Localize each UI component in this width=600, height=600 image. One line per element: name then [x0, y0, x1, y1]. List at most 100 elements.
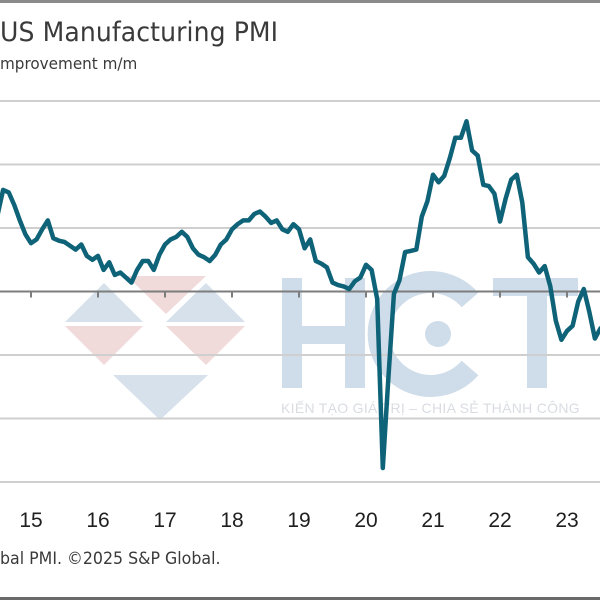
watermark-diamond-part [65, 283, 143, 322]
data-point [186, 235, 189, 239]
gridlines [0, 100, 600, 483]
data-point [387, 377, 390, 381]
data-point [493, 192, 496, 195]
data-point [175, 235, 178, 239]
data-point [420, 215, 423, 218]
data-point [577, 300, 580, 303]
watermark: KIẾN TẠO GIÁ TRỊ – CHIA SẺ THÀNH CÔNG [65, 271, 580, 420]
data-point [219, 243, 222, 246]
series-group [0, 119, 600, 471]
data-point [381, 466, 384, 470]
x-tick-label: 18 [220, 509, 243, 532]
data-point [286, 230, 289, 233]
data-point [443, 174, 446, 178]
data-point [108, 261, 111, 264]
data-point [521, 201, 524, 204]
data-point [281, 228, 284, 231]
data-point [130, 281, 133, 284]
data-point [342, 285, 345, 288]
data-point [314, 259, 317, 263]
data-point [331, 281, 334, 284]
watermark-diamond-part [65, 326, 143, 365]
data-point [91, 258, 94, 261]
data-point [392, 292, 396, 296]
data-point [537, 271, 541, 274]
data-point [29, 242, 33, 245]
x-tick-label: 20 [354, 509, 377, 532]
data-point [74, 248, 77, 251]
x-tick-label: 22 [488, 509, 511, 532]
x-tick-label: 16 [86, 509, 109, 532]
data-point [554, 319, 557, 322]
data-point [163, 243, 167, 246]
data-point [415, 248, 418, 251]
x-tick-label: 17 [153, 509, 176, 532]
data-point [549, 285, 552, 288]
data-point [18, 219, 21, 222]
data-point [364, 263, 368, 266]
data-point [336, 283, 340, 287]
data-point [309, 238, 312, 241]
data-point [526, 256, 530, 259]
data-point [264, 215, 267, 218]
data-point [571, 324, 574, 327]
data-point [398, 278, 401, 282]
data-point [359, 276, 362, 279]
data-point [96, 254, 100, 258]
data-point [303, 247, 306, 250]
data-point [325, 266, 329, 269]
data-point [247, 219, 250, 222]
data-point [1, 188, 5, 192]
data-point [454, 136, 457, 139]
data-point [376, 297, 379, 301]
data-point [370, 268, 373, 272]
data-point [7, 191, 10, 194]
data-point [158, 253, 161, 256]
data-point [348, 287, 351, 291]
chart-title: US Manufacturing PMI [0, 17, 279, 48]
bottom-border [0, 597, 600, 600]
data-point [588, 310, 591, 313]
data-point [57, 239, 61, 242]
data-point [253, 212, 256, 216]
data-point [431, 173, 435, 176]
data-point [208, 259, 211, 263]
data-point [102, 268, 105, 272]
data-point [230, 228, 234, 231]
x-axis [0, 290, 600, 298]
data-point [180, 230, 183, 233]
data-point [465, 120, 468, 123]
data-point [532, 262, 535, 265]
chart-subtitle: mprovement m/m [0, 54, 138, 73]
watermark-diamond-part [166, 283, 245, 322]
data-point [258, 210, 262, 213]
data-point [35, 238, 38, 241]
data-point [515, 173, 518, 176]
watermark-diamond-part [127, 276, 206, 314]
data-point [353, 280, 356, 283]
data-point [297, 228, 301, 231]
data-point [80, 243, 83, 246]
data-point [409, 249, 412, 253]
data-point [582, 287, 585, 291]
watermark-letter-t [527, 278, 547, 388]
data-point [52, 237, 55, 240]
data-point [24, 233, 27, 236]
data-point [68, 244, 72, 247]
data-point [147, 259, 150, 263]
data-point [119, 271, 122, 274]
data-point [202, 256, 206, 259]
data-point [448, 157, 451, 160]
x-tick-label: 21 [421, 509, 444, 532]
watermark-letter-h [282, 326, 365, 344]
data-point [135, 268, 139, 272]
data-point [593, 337, 597, 340]
data-point [476, 154, 479, 157]
data-point [113, 273, 117, 277]
data-point [46, 219, 49, 222]
data-point [560, 338, 563, 341]
data-point [85, 254, 89, 258]
x-tick-label: 23 [555, 509, 578, 532]
watermark-diamond-part [166, 326, 245, 365]
data-point [437, 181, 440, 184]
